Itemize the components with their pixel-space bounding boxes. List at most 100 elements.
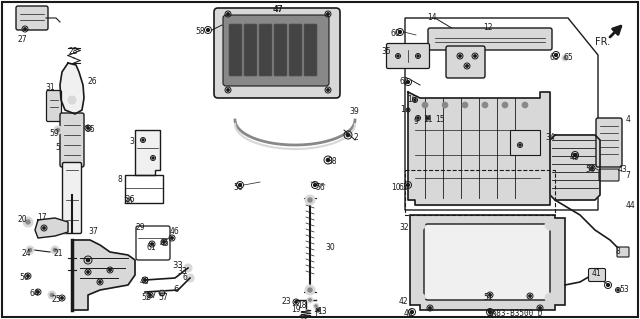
Text: 49: 49 <box>403 309 413 318</box>
Text: 21: 21 <box>53 249 63 258</box>
Text: 58: 58 <box>195 27 205 36</box>
Text: 45: 45 <box>160 240 170 249</box>
Text: 2: 2 <box>354 133 358 143</box>
Text: 61: 61 <box>146 243 156 253</box>
Text: 65: 65 <box>563 53 573 62</box>
Circle shape <box>474 55 476 57</box>
Circle shape <box>414 99 416 101</box>
Text: 12: 12 <box>483 24 493 33</box>
Text: 1: 1 <box>401 106 405 115</box>
Circle shape <box>466 65 468 67</box>
Text: 15: 15 <box>435 115 445 124</box>
Circle shape <box>315 305 317 307</box>
Circle shape <box>56 129 60 131</box>
Text: 28: 28 <box>68 48 77 56</box>
Circle shape <box>87 127 89 129</box>
FancyBboxPatch shape <box>596 118 622 167</box>
Text: 56: 56 <box>315 183 325 192</box>
FancyBboxPatch shape <box>63 162 81 234</box>
Circle shape <box>502 102 508 108</box>
Text: 57: 57 <box>147 292 157 300</box>
Text: 30: 30 <box>325 243 335 253</box>
Circle shape <box>305 195 315 205</box>
Circle shape <box>415 220 425 230</box>
Text: 1: 1 <box>314 311 318 319</box>
Circle shape <box>227 89 229 91</box>
Circle shape <box>54 126 62 134</box>
Circle shape <box>327 89 329 91</box>
Text: 26: 26 <box>87 78 97 86</box>
Circle shape <box>26 246 34 254</box>
Polygon shape <box>159 290 165 296</box>
Text: 20: 20 <box>17 216 27 225</box>
FancyBboxPatch shape <box>214 8 340 98</box>
Text: 62: 62 <box>398 183 408 192</box>
Circle shape <box>573 154 577 156</box>
Text: 37: 37 <box>88 227 98 236</box>
Text: 48: 48 <box>139 278 149 286</box>
Circle shape <box>149 294 151 296</box>
Circle shape <box>429 307 431 309</box>
Text: 34: 34 <box>545 133 555 143</box>
Circle shape <box>415 293 425 303</box>
Text: 59: 59 <box>49 130 59 138</box>
FancyBboxPatch shape <box>424 224 550 300</box>
Text: 60: 60 <box>390 29 400 39</box>
Circle shape <box>545 220 555 230</box>
Text: 8: 8 <box>616 248 620 256</box>
Text: 38: 38 <box>327 158 337 167</box>
Text: 9: 9 <box>413 117 419 127</box>
Circle shape <box>407 109 409 111</box>
Circle shape <box>397 55 399 57</box>
Circle shape <box>144 279 146 281</box>
Text: 57: 57 <box>158 293 168 302</box>
Circle shape <box>68 96 76 104</box>
Text: 51: 51 <box>483 293 493 302</box>
Circle shape <box>607 284 609 286</box>
Circle shape <box>327 13 329 15</box>
Circle shape <box>308 288 312 292</box>
Text: 11: 11 <box>423 115 433 124</box>
Circle shape <box>488 311 492 313</box>
Circle shape <box>442 102 448 108</box>
Text: 29: 29 <box>135 224 145 233</box>
Text: 3: 3 <box>129 137 134 146</box>
Circle shape <box>482 102 488 108</box>
Text: 50: 50 <box>19 273 29 283</box>
Circle shape <box>239 184 241 186</box>
Circle shape <box>163 241 165 243</box>
Circle shape <box>305 285 315 295</box>
Circle shape <box>87 271 89 273</box>
Circle shape <box>151 243 153 245</box>
FancyBboxPatch shape <box>47 91 61 122</box>
FancyBboxPatch shape <box>617 247 629 257</box>
Text: 31: 31 <box>45 84 55 93</box>
Text: 25: 25 <box>51 294 61 303</box>
Circle shape <box>617 289 619 291</box>
Text: 19: 19 <box>291 306 301 315</box>
Circle shape <box>23 217 33 227</box>
Text: 7: 7 <box>625 170 630 180</box>
Circle shape <box>186 274 194 282</box>
Circle shape <box>86 258 90 262</box>
Circle shape <box>308 198 312 202</box>
Text: 24: 24 <box>21 249 31 258</box>
FancyBboxPatch shape <box>229 24 242 76</box>
Text: 10: 10 <box>391 183 401 192</box>
Text: 6: 6 <box>173 286 179 294</box>
Circle shape <box>406 81 410 83</box>
Text: 27: 27 <box>17 35 27 44</box>
Text: 49: 49 <box>569 153 579 162</box>
Circle shape <box>295 301 297 303</box>
FancyBboxPatch shape <box>304 24 317 76</box>
Circle shape <box>399 31 401 33</box>
Circle shape <box>591 167 593 169</box>
Text: 47: 47 <box>273 5 283 14</box>
FancyBboxPatch shape <box>428 28 552 50</box>
Polygon shape <box>135 130 160 175</box>
Text: 53: 53 <box>619 286 629 294</box>
FancyBboxPatch shape <box>387 43 429 69</box>
Text: 56: 56 <box>233 183 243 192</box>
Text: 5: 5 <box>56 144 60 152</box>
Bar <box>405 170 555 215</box>
